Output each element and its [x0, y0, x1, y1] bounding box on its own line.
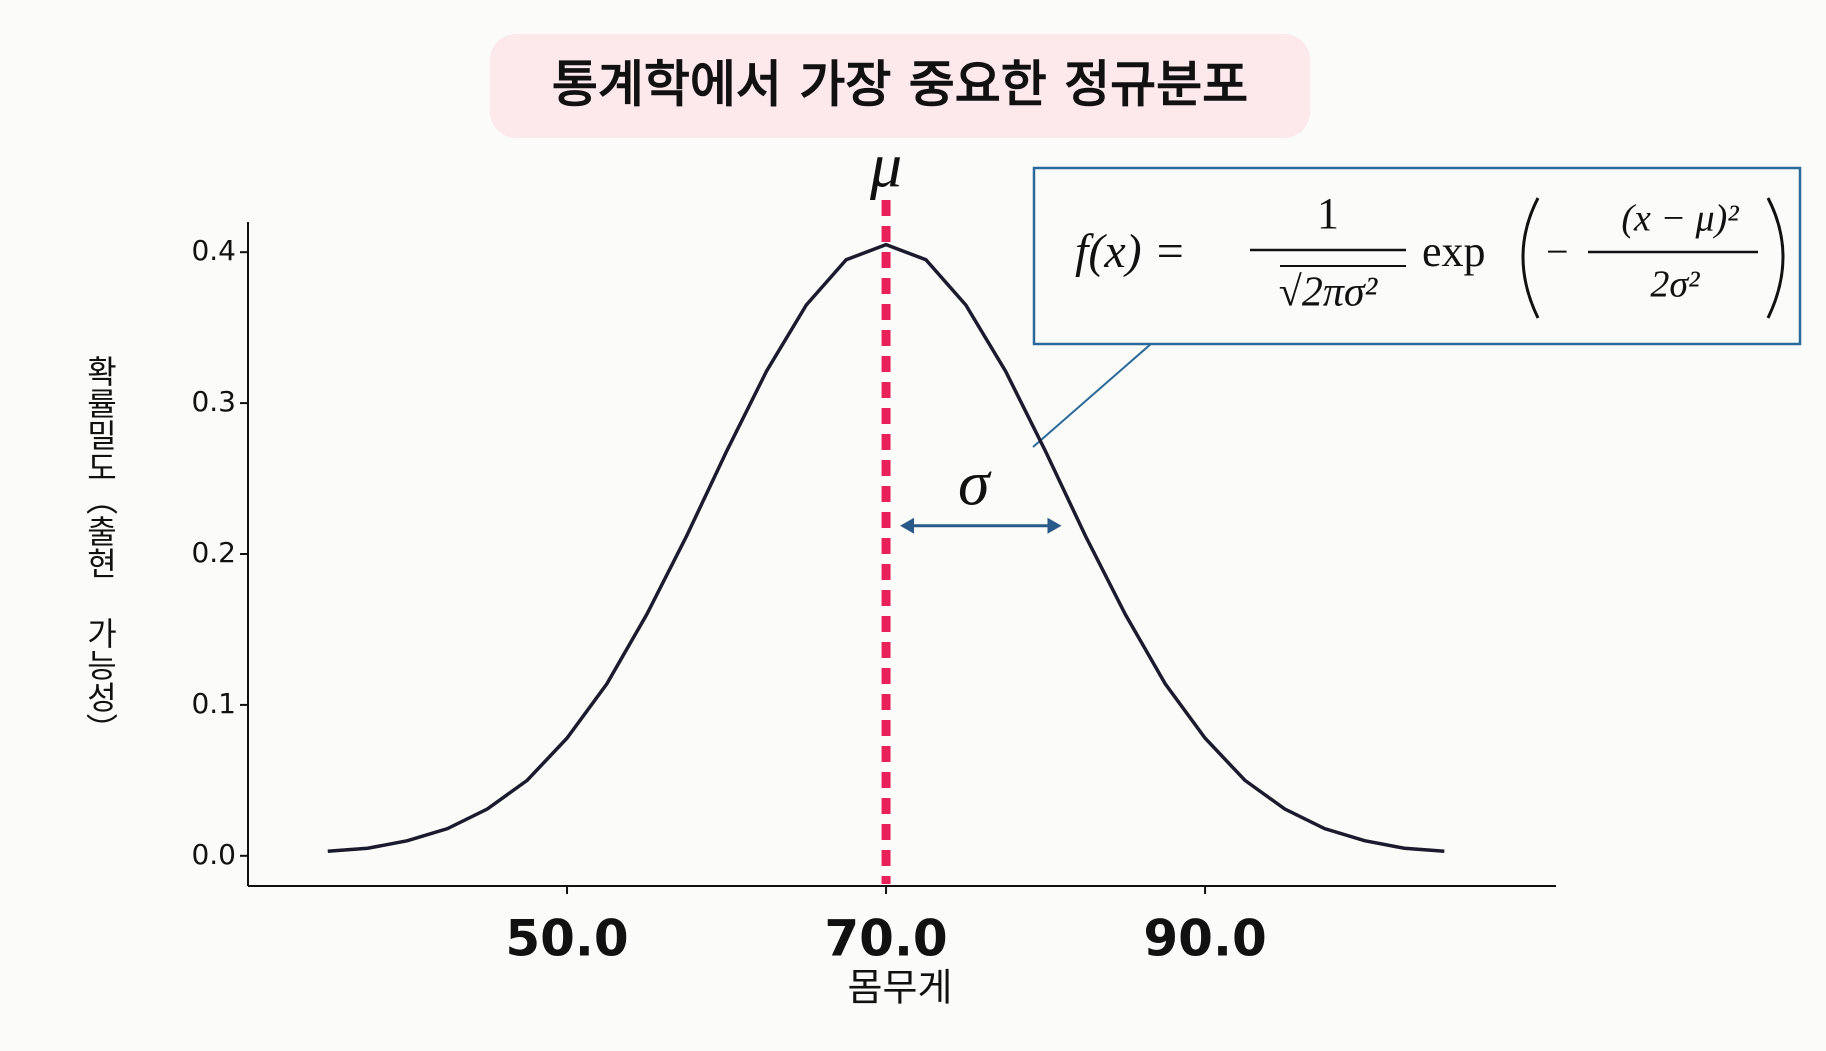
formula-box [1032, 166, 1802, 346]
callout-line [1032, 342, 1153, 448]
y-axis-label: 확률밀도（출현 가능성） [81, 355, 119, 745]
chart-title: 통계학에서 가장 중요한 정규분포 [552, 56, 1248, 114]
y-tick-label: 0.2 [191, 536, 236, 569]
formula-numerator: 1 [1317, 189, 1339, 238]
y-tick-label: 0.1 [191, 687, 236, 720]
x-tick-label: 50.0 [505, 910, 628, 968]
left-paren [1521, 197, 1540, 319]
formula-minus: − [1546, 229, 1569, 274]
formula-exp: exp [1422, 227, 1486, 276]
y-tick-label: 0.4 [191, 234, 236, 267]
sd-label: σ [958, 447, 992, 518]
formula-denominator: √2πσ² [1279, 270, 1379, 316]
y-tick-label: 0.0 [191, 838, 236, 871]
title-background [490, 34, 1310, 138]
right-paren [1766, 197, 1785, 319]
density-curve [327, 242, 1445, 854]
formula-inner-numerator: (x − μ)² [1621, 198, 1739, 240]
mean-label: μ [869, 130, 902, 201]
y-tick-label: 0.3 [191, 385, 236, 418]
formula-inner-denominator: 2σ² [1650, 264, 1700, 306]
x-tick-label: 70.0 [824, 910, 947, 968]
x-tick-label: 90.0 [1143, 910, 1266, 968]
x-axis-label: 몸무게 [848, 966, 953, 1010]
formula-lhs: f(x) = [1075, 225, 1186, 278]
formula: f(x) = 1 √2πσ² exp − (x − μ)² 2σ² [1032, 166, 1802, 448]
